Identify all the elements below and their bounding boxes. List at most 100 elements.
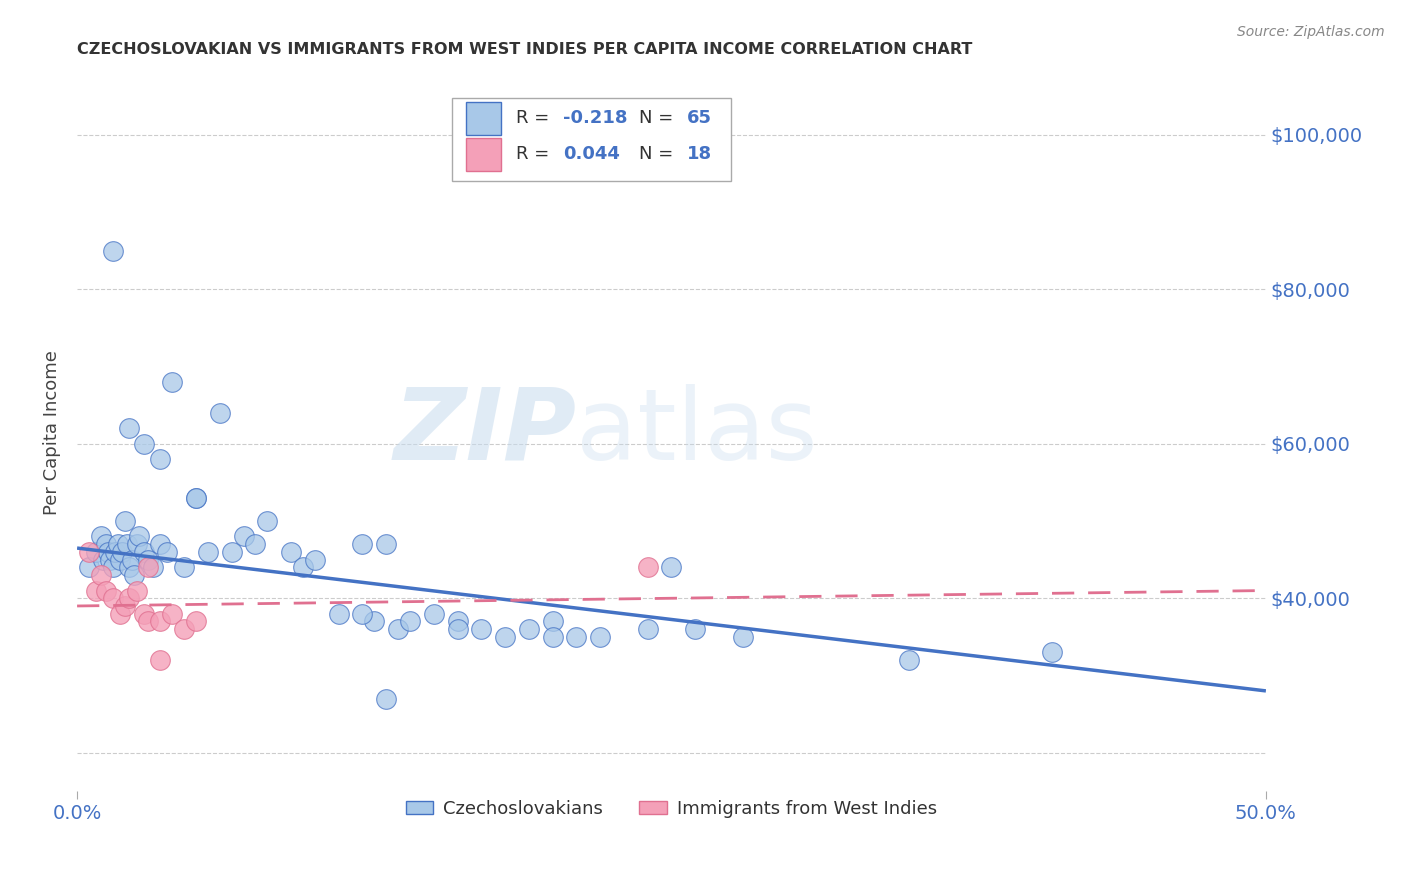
Point xyxy=(138,615,160,629)
Text: Source: ZipAtlas.com: Source: ZipAtlas.com xyxy=(1237,25,1385,39)
Text: CZECHOSLOVAKIAN VS IMMIGRANTS FROM WEST INDIES PER CAPITA INCOME CORRELATION CHA: CZECHOSLOVAKIAN VS IMMIGRANTS FROM WEST … xyxy=(77,42,973,57)
Point xyxy=(94,583,117,598)
Point xyxy=(565,630,588,644)
Point xyxy=(149,452,172,467)
Point xyxy=(731,630,754,644)
Point xyxy=(122,568,145,582)
Point xyxy=(184,491,207,505)
Text: 18: 18 xyxy=(688,145,711,163)
Point xyxy=(149,653,172,667)
Point xyxy=(494,630,516,644)
Point xyxy=(91,552,114,566)
Point xyxy=(173,622,195,636)
Point xyxy=(84,545,107,559)
Y-axis label: Per Capita Income: Per Capita Income xyxy=(44,350,60,515)
Point xyxy=(685,622,707,636)
Point xyxy=(101,591,124,606)
Point xyxy=(132,437,155,451)
Point xyxy=(184,491,207,505)
Point xyxy=(125,583,148,598)
Point xyxy=(197,545,219,559)
Point xyxy=(637,560,659,574)
Point xyxy=(280,545,302,559)
Point xyxy=(104,545,127,559)
Point xyxy=(118,560,141,574)
Text: R =: R = xyxy=(516,110,555,128)
Point xyxy=(184,615,207,629)
Point xyxy=(363,615,385,629)
Point xyxy=(132,545,155,559)
Point xyxy=(115,537,138,551)
Point xyxy=(387,622,409,636)
Point xyxy=(446,622,468,636)
Point xyxy=(77,560,100,574)
Point xyxy=(142,560,165,574)
Point xyxy=(375,691,398,706)
Point xyxy=(352,607,374,621)
Point xyxy=(149,537,172,551)
Point xyxy=(156,545,179,559)
Point xyxy=(108,607,131,621)
Point xyxy=(291,560,314,574)
Point xyxy=(90,568,112,582)
Point xyxy=(541,630,564,644)
Point xyxy=(375,537,398,551)
Point xyxy=(118,591,141,606)
Bar xyxy=(465,138,502,170)
Point xyxy=(149,615,172,629)
Text: atlas: atlas xyxy=(576,384,818,481)
Point xyxy=(541,615,564,629)
Point xyxy=(589,630,612,644)
Point xyxy=(101,560,124,574)
Legend: Czechoslovakians, Immigrants from West Indies: Czechoslovakians, Immigrants from West I… xyxy=(398,793,945,825)
Point xyxy=(517,622,540,636)
Text: ZIP: ZIP xyxy=(394,384,576,481)
Point xyxy=(118,421,141,435)
Point xyxy=(107,537,129,551)
Point xyxy=(132,607,155,621)
Point xyxy=(470,622,492,636)
Point xyxy=(84,583,107,598)
Point xyxy=(422,607,444,621)
Point xyxy=(446,615,468,629)
Point xyxy=(128,529,150,543)
Point xyxy=(637,622,659,636)
Point xyxy=(108,552,131,566)
Point xyxy=(77,545,100,559)
Point xyxy=(114,599,136,613)
Point xyxy=(232,529,254,543)
Point xyxy=(221,545,243,559)
Point xyxy=(121,552,143,566)
Point xyxy=(1040,645,1063,659)
Point xyxy=(328,607,350,621)
Point xyxy=(100,552,122,566)
Point xyxy=(101,244,124,258)
Point xyxy=(114,514,136,528)
Point xyxy=(138,560,160,574)
Point xyxy=(94,537,117,551)
Point xyxy=(160,607,183,621)
Point xyxy=(352,537,374,551)
Point xyxy=(160,375,183,389)
Point xyxy=(90,529,112,543)
Point xyxy=(97,545,120,559)
Point xyxy=(898,653,921,667)
Text: 65: 65 xyxy=(688,110,711,128)
Point xyxy=(111,545,134,559)
Point xyxy=(399,615,422,629)
FancyBboxPatch shape xyxy=(451,98,731,181)
Text: 0.044: 0.044 xyxy=(564,145,620,163)
Point xyxy=(304,552,326,566)
Point xyxy=(256,514,278,528)
Point xyxy=(245,537,267,551)
Text: N =: N = xyxy=(640,110,679,128)
Point xyxy=(208,406,231,420)
Point xyxy=(125,537,148,551)
Point xyxy=(138,552,160,566)
Text: -0.218: -0.218 xyxy=(564,110,628,128)
Point xyxy=(661,560,683,574)
Bar xyxy=(465,103,502,135)
Point xyxy=(173,560,195,574)
Text: N =: N = xyxy=(640,145,679,163)
Text: R =: R = xyxy=(516,145,555,163)
